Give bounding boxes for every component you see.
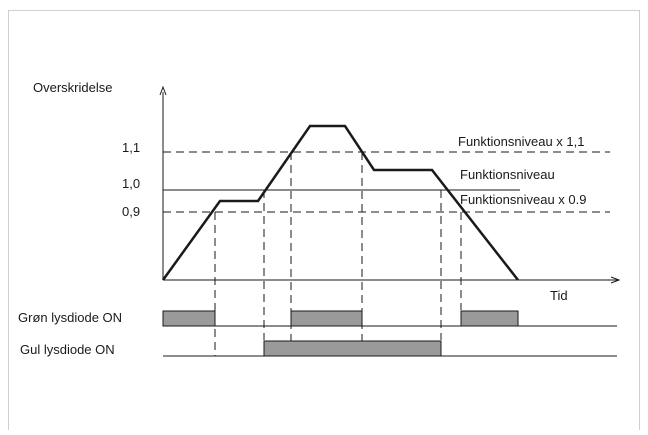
level-tick-0-9: 0,9 <box>122 204 140 219</box>
led-pulse-green-2 <box>290 310 363 327</box>
x-axis-arrow <box>610 276 621 284</box>
y-axis-arrow <box>159 85 167 96</box>
led-label-yellow: Gul lysdiode ON <box>20 342 115 357</box>
level-label-1-1: Funktionsniveau x 1,1 <box>458 134 584 149</box>
led-pulse-yellow <box>263 340 442 357</box>
x-axis-label: Tid <box>550 288 568 303</box>
led-pulse-green-1 <box>162 310 216 327</box>
outer-frame <box>8 10 640 435</box>
y-axis-label: Overskridelse <box>33 80 112 95</box>
led-label-green: Grøn lysdiode ON <box>18 310 122 325</box>
level-label-1-0: Funktionsniveau <box>460 167 555 182</box>
led-pulse-green-3 <box>460 310 519 327</box>
level-tick-1-1: 1,1 <box>122 140 140 155</box>
level-label-0-9: Funktionsniveau x 0.9 <box>460 192 586 207</box>
level-tick-1-0: 1,0 <box>122 176 140 191</box>
overshoot-curve <box>161 124 519 281</box>
